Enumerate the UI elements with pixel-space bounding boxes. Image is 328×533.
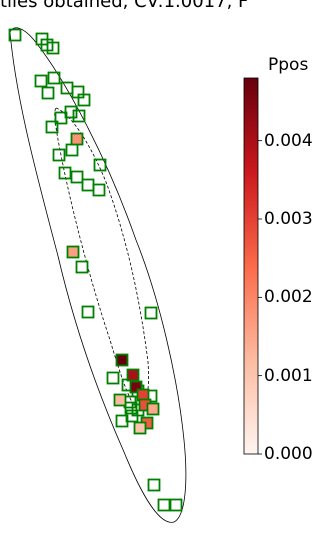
tile-marker-19 [81,178,95,192]
ppos-dot-6 [116,396,124,404]
tile-marker-3 [46,41,60,55]
colorbar-tick-label-3: 0.003 [264,209,313,229]
colorbar-tick-label-0: 0.000 [264,444,313,464]
colorbar-tick-label-4: 0.004 [264,130,313,151]
tile-marker-14 [65,143,79,157]
tile-marker-15 [52,148,66,162]
tile-marker-7 [60,81,74,95]
ppos-dot-2 [118,356,126,364]
ppos-dot-3 [129,371,137,379]
tile-marker-24 [106,371,120,385]
ppos-dot-10 [136,424,144,432]
ppos-dot-0 [73,135,81,143]
colorbar-label: Ppos [268,55,309,75]
tile-marker-33 [147,478,161,492]
ppos-dot-5 [139,391,147,399]
ppos-dot-8 [149,405,157,413]
tile-marker-16 [93,158,107,172]
tile-marker-11 [54,111,68,125]
tile-marker-22 [81,305,95,319]
tile-marker-21 [75,260,89,274]
tile-marker-12 [45,120,59,134]
tile-marker-18 [70,170,84,184]
inner-boundary [54,107,149,411]
tile-marker-13 [72,109,86,123]
tile-marker-6 [41,86,55,100]
tile-marker-23 [144,306,158,320]
colorbar [243,77,259,455]
outer-boundary [9,27,187,523]
colorbar-tick-label-1: 0.001 [264,365,313,386]
chart-title: tiles obtained, CV:1.0017, F [0,0,249,12]
tile-marker-17 [58,166,72,180]
tile-marker-35 [169,498,183,512]
tile-marker-34 [157,498,171,512]
tile-marker-9 [77,93,91,107]
tile-marker-30 [124,401,138,415]
tile-marker-32 [125,409,139,423]
tile-marker-5 [47,71,61,85]
tile-marker-0 [8,28,22,42]
tile-marker-20 [92,183,106,197]
colorbar-tick-label-2: 0.002 [264,287,313,308]
tile-marker-4 [34,74,48,88]
ppos-dot-1 [69,248,77,256]
